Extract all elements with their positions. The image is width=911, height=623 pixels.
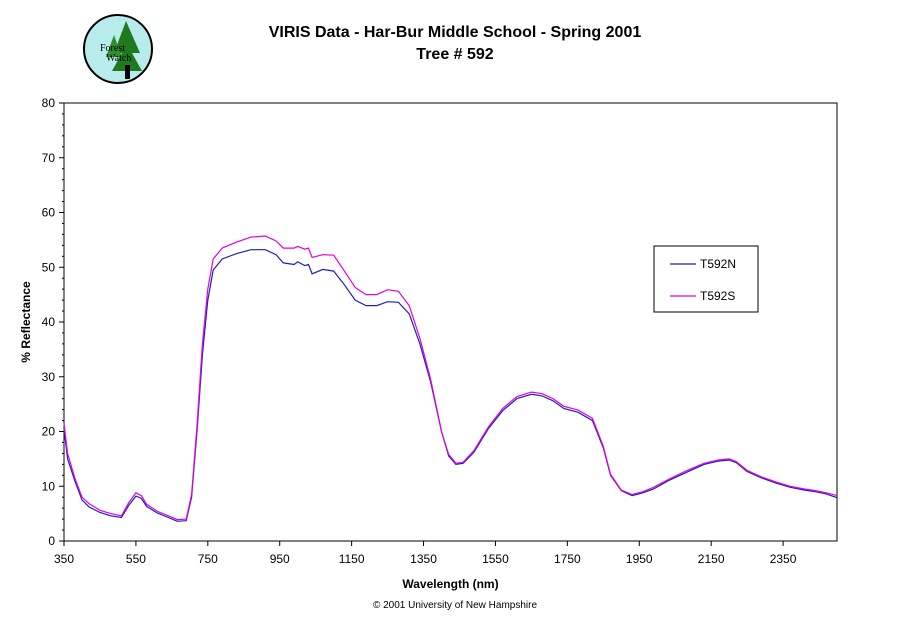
legend-label-t592s: T592S — [700, 289, 735, 303]
y-tick-label: 40 — [42, 315, 56, 329]
forest-watch-logo: Forest Watch — [83, 14, 153, 84]
y-tick-label: 50 — [42, 260, 56, 274]
x-tick-label: 950 — [270, 552, 290, 566]
copyright-text: © 2001 University of New Hampshire — [372, 600, 538, 611]
x-tick-label: 1150 — [339, 552, 365, 566]
x-tick-label: 1550 — [482, 552, 509, 566]
chart-title: VIRIS Data - Har-Bur Middle School - Spr… — [268, 24, 642, 41]
x-tick-label: 2150 — [698, 552, 725, 566]
chart-subtitle: Tree # 592 — [416, 46, 494, 63]
x-tick-label: 350 — [54, 552, 74, 566]
series-line-t592s — [63, 235, 838, 521]
x-tick-label: 750 — [198, 552, 218, 566]
x-tick-label: 1750 — [554, 552, 581, 566]
logo-text-watch: Watch — [106, 53, 131, 64]
y-tick-label: 20 — [42, 425, 56, 439]
logo-text-forest: Forest — [100, 43, 125, 54]
x-tick-label: 2350 — [770, 552, 797, 566]
plot-area — [63, 102, 838, 542]
x-tick-label: 1950 — [626, 552, 653, 566]
legend-label-t592n: T592N — [700, 257, 736, 271]
x-tick-label: 550 — [126, 552, 146, 566]
y-axis-label: % Reflectance — [19, 281, 33, 363]
y-tick-label: 60 — [42, 206, 56, 220]
y-tick-label: 70 — [42, 151, 56, 165]
y-tick-label: 80 — [42, 96, 56, 110]
y-tick-label: 30 — [42, 370, 56, 384]
x-tick-label: 1350 — [410, 552, 437, 566]
chart-title-block: VIRIS Data - Har-Bur Middle School - Spr… — [250, 22, 660, 66]
legend-box — [653, 245, 759, 313]
y-tick-label: 10 — [42, 479, 56, 493]
x-axis-label: Wavelength (nm) — [402, 577, 498, 591]
y-tick-label: 0 — [48, 534, 55, 548]
series-line-t592n — [63, 249, 838, 522]
